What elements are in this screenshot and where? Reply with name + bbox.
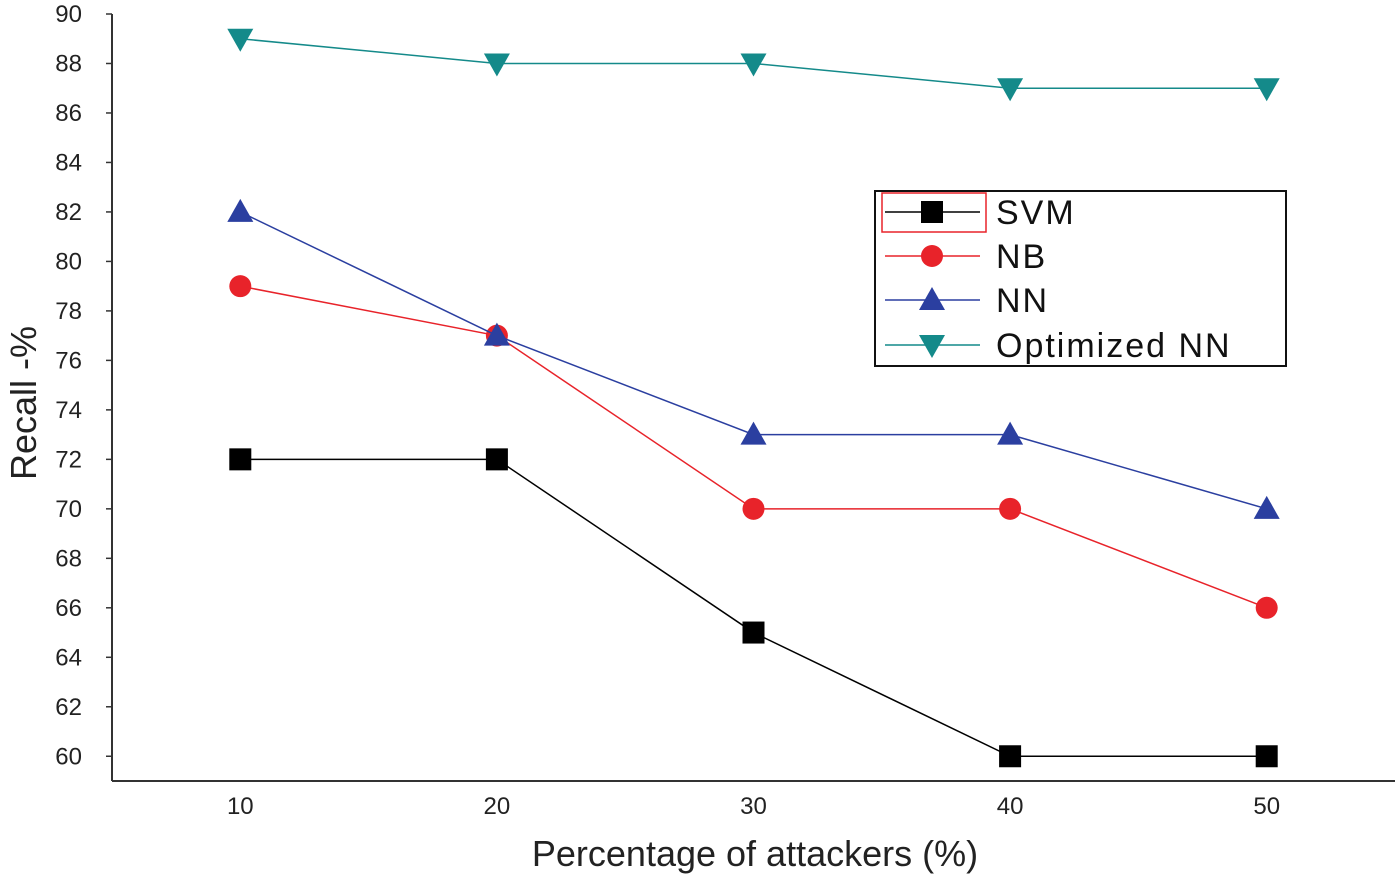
data-point-nn xyxy=(997,421,1024,445)
data-point-nb xyxy=(1255,596,1278,619)
data-point-nb xyxy=(229,275,252,298)
legend-marker-svm xyxy=(921,201,943,223)
data-point-nn xyxy=(483,322,510,346)
y-tick-label: 88 xyxy=(55,50,82,77)
y-tick-label: 72 xyxy=(55,446,82,473)
x-tick-label: 20 xyxy=(484,793,511,820)
x-tick-label: 10 xyxy=(227,793,254,820)
y-tick-label: 84 xyxy=(55,149,82,176)
legend-marker-nn xyxy=(919,287,945,310)
legend-marker-optimized-nn xyxy=(919,335,945,358)
data-point-svm xyxy=(229,448,252,471)
series-layer xyxy=(227,28,1280,768)
y-tick-label: 76 xyxy=(55,347,82,374)
data-point-optimized-nn xyxy=(997,78,1024,102)
x-tick-label: 50 xyxy=(1253,793,1280,820)
legend-label-optimized-nn: Optimized NN xyxy=(996,327,1232,365)
y-tick-label: 78 xyxy=(55,298,82,325)
data-point-nn xyxy=(227,198,254,222)
y-tick-label: 82 xyxy=(55,199,82,226)
series-svm xyxy=(229,448,1278,768)
y-tick-label: 74 xyxy=(55,397,82,424)
x-tick-label: 40 xyxy=(997,793,1024,820)
y-tick-label: 62 xyxy=(55,694,82,721)
series-optimized-nn xyxy=(227,28,1280,102)
legend-label-nn: NN xyxy=(996,282,1049,320)
data-point-optimized-nn xyxy=(227,28,254,52)
y-axis-title: Recall -% xyxy=(3,326,44,480)
x-axis-title: Percentage of attackers (%) xyxy=(532,833,978,874)
data-point-optimized-nn xyxy=(1253,78,1280,102)
legend-marker-nb xyxy=(921,245,943,267)
data-point-optimized-nn xyxy=(740,53,767,77)
data-point-nn xyxy=(1253,495,1280,519)
legend-highlight xyxy=(881,192,987,233)
data-point-svm xyxy=(1255,745,1278,768)
y-tick-label: 66 xyxy=(55,595,82,622)
legend-label-svm: SVM xyxy=(996,194,1076,232)
x-tick-label: 30 xyxy=(740,793,767,820)
y-tick-label: 60 xyxy=(55,743,82,770)
data-point-svm xyxy=(742,621,765,644)
series-nn xyxy=(227,198,1280,519)
data-point-svm xyxy=(999,745,1022,768)
y-tick-label: 64 xyxy=(55,644,82,671)
data-point-svm xyxy=(485,448,508,471)
y-tick-label: 90 xyxy=(55,1,82,28)
data-point-optimized-nn xyxy=(483,53,510,77)
legend-label-nb: NB xyxy=(996,238,1047,276)
data-point-nb xyxy=(742,497,765,520)
y-tick-label: 68 xyxy=(55,545,82,572)
data-point-nn xyxy=(740,421,767,445)
data-point-nb xyxy=(999,497,1022,520)
y-tick-label: 80 xyxy=(55,248,82,275)
axes: 60 62 64 66 68 70 72 74 76 78 80 82 84 86 88 90 10 20 30 40… xyxy=(55,1,1395,820)
y-tick-label: 86 xyxy=(55,100,82,127)
y-tick-label: 70 xyxy=(55,496,82,523)
legend: SVM NB NN Optimized NN xyxy=(874,190,1287,367)
